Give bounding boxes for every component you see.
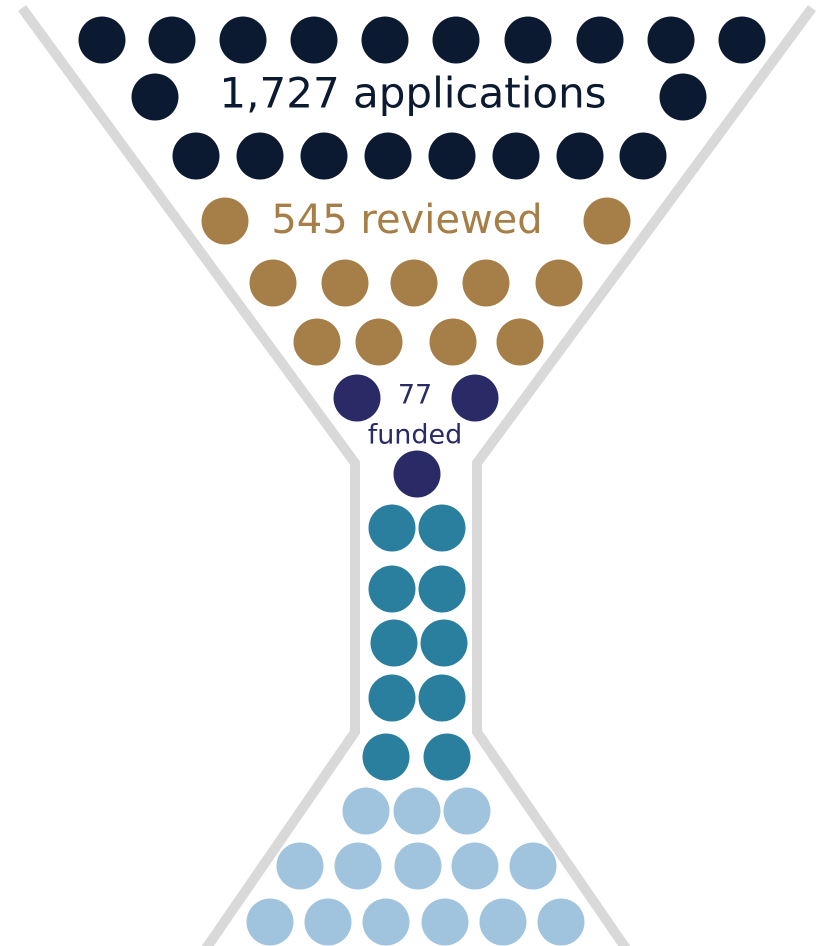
dot <box>78 16 126 64</box>
dot <box>418 504 466 552</box>
stage-label: 1,727 applications <box>219 69 606 118</box>
dot <box>131 73 179 121</box>
dot <box>276 842 324 890</box>
dot <box>236 132 284 180</box>
dot <box>443 787 491 835</box>
dot <box>393 787 441 835</box>
dot <box>334 842 382 890</box>
dot <box>293 318 341 366</box>
funnel-outline <box>17 5 817 946</box>
dot <box>368 674 416 722</box>
dot <box>290 16 338 64</box>
dot <box>556 132 604 180</box>
dot <box>535 259 583 307</box>
dot <box>249 259 297 307</box>
stage-label: funded <box>368 420 463 451</box>
dot <box>583 197 631 245</box>
dot <box>619 132 667 180</box>
funnel-right-edge <box>472 5 817 946</box>
dots <box>78 16 766 946</box>
dot <box>393 450 441 498</box>
funnel-left-edge <box>17 5 360 946</box>
dot <box>428 132 476 180</box>
dot <box>321 259 369 307</box>
stage-label: 545 reviewed <box>271 197 542 243</box>
dot <box>148 16 196 64</box>
dot <box>368 565 416 613</box>
dot <box>418 565 466 613</box>
dot <box>647 16 695 64</box>
dot <box>304 898 352 946</box>
dot <box>432 16 480 64</box>
dot <box>362 898 410 946</box>
dot <box>451 374 499 422</box>
dot <box>201 197 249 245</box>
dot <box>504 16 552 64</box>
dot <box>421 898 469 946</box>
dot <box>496 318 544 366</box>
dot <box>362 733 410 781</box>
dot <box>219 16 267 64</box>
dot <box>172 132 220 180</box>
dot <box>333 374 381 422</box>
dot <box>479 898 527 946</box>
dot <box>462 259 510 307</box>
dot <box>300 132 348 180</box>
dot <box>418 674 466 722</box>
dot <box>576 16 624 64</box>
dot <box>394 842 442 890</box>
dot <box>355 318 403 366</box>
dot <box>492 132 540 180</box>
dot <box>718 16 766 64</box>
dot <box>364 132 412 180</box>
dot <box>390 259 438 307</box>
dot <box>537 898 585 946</box>
dot <box>361 16 409 64</box>
dot <box>509 842 557 890</box>
dot <box>370 619 418 667</box>
dot <box>420 619 468 667</box>
dot <box>429 318 477 366</box>
dot <box>451 842 499 890</box>
dot <box>368 504 416 552</box>
dot <box>423 733 471 781</box>
dot <box>659 73 707 121</box>
stage-label: 77 <box>398 380 432 411</box>
dot <box>246 898 294 946</box>
dot <box>342 787 390 835</box>
